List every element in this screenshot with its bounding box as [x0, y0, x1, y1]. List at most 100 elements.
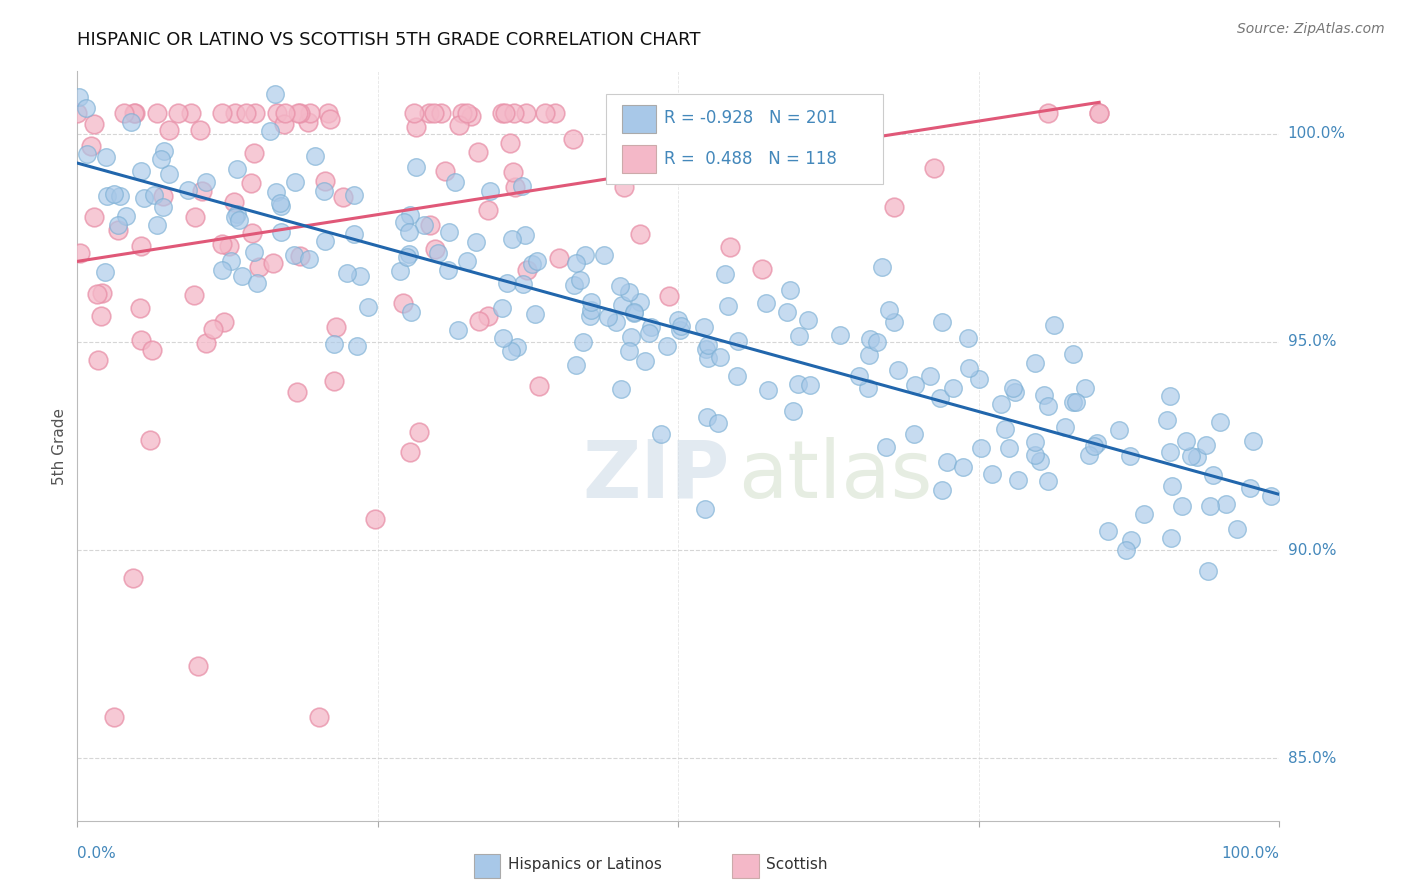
Text: 100.0%: 100.0% [1222, 846, 1279, 861]
Point [477, 310, 499, 324]
Point [1024, 434, 1046, 449]
Point [883, 315, 905, 329]
Point [970, 441, 993, 455]
Point [1097, 524, 1119, 538]
Point [1024, 448, 1046, 462]
Point [1077, 448, 1099, 462]
Point [751, 262, 773, 277]
Point [456, 253, 478, 268]
Point [713, 267, 735, 281]
Point [718, 240, 741, 254]
Point [851, 110, 873, 124]
Point [1121, 533, 1143, 547]
Point [67, 90, 90, 104]
Point [565, 358, 588, 372]
Point [304, 149, 326, 163]
Point [139, 433, 162, 447]
Point [1241, 434, 1264, 448]
Point [527, 378, 550, 392]
Point [1156, 413, 1178, 427]
Point [502, 165, 524, 179]
Point [1085, 436, 1108, 450]
Text: 90.0%: 90.0% [1288, 542, 1336, 558]
Point [1202, 467, 1225, 482]
Point [266, 106, 288, 120]
Point [492, 330, 515, 344]
Y-axis label: 5th Grade: 5th Grade [52, 408, 67, 484]
Point [283, 248, 305, 262]
Point [920, 368, 942, 383]
Point [610, 106, 633, 120]
Point [297, 115, 319, 129]
Point [363, 511, 385, 525]
Point [212, 315, 235, 329]
Point [194, 175, 217, 189]
Point [610, 298, 633, 312]
Point [1175, 434, 1198, 449]
Point [90, 309, 112, 323]
Point [398, 247, 420, 261]
Point [346, 339, 368, 353]
Point [1208, 415, 1230, 429]
Point [467, 145, 489, 160]
Point [666, 313, 689, 327]
Point [1159, 388, 1181, 402]
Point [856, 381, 879, 395]
Point [430, 106, 453, 120]
Point [108, 189, 131, 203]
Point [706, 417, 728, 431]
Point [593, 248, 616, 262]
Point [620, 330, 643, 344]
Point [141, 343, 163, 357]
Point [697, 338, 720, 352]
Point [799, 378, 821, 392]
Point [571, 335, 593, 350]
Point [86, 287, 108, 301]
Point [1038, 399, 1060, 413]
Point [145, 218, 167, 232]
Point [657, 338, 679, 352]
Point [866, 334, 889, 349]
Point [731, 146, 754, 161]
Point [506, 340, 529, 354]
Point [447, 323, 470, 337]
Point [142, 188, 165, 202]
Point [325, 319, 347, 334]
Point [152, 200, 174, 214]
Point [1053, 420, 1076, 434]
Point [640, 319, 662, 334]
Point [120, 115, 142, 129]
Point [298, 252, 321, 266]
Point [357, 300, 380, 314]
Point [464, 235, 486, 250]
Point [270, 225, 292, 239]
Point [747, 106, 769, 120]
Point [565, 256, 588, 270]
Text: Source: ZipAtlas.com: Source: ZipAtlas.com [1237, 22, 1385, 37]
Point [1083, 439, 1105, 453]
Point [427, 246, 450, 260]
Point [80, 139, 103, 153]
Point [322, 374, 344, 388]
Point [581, 302, 603, 317]
Point [94, 265, 117, 279]
Point [579, 310, 602, 324]
Point [235, 106, 257, 120]
Point [669, 165, 692, 179]
Text: Hispanics or Latinos: Hispanics or Latinos [508, 857, 662, 872]
Point [316, 106, 339, 120]
Point [408, 425, 430, 439]
Point [395, 250, 418, 264]
Point [1007, 473, 1029, 487]
Point [1185, 450, 1208, 464]
Point [942, 381, 965, 395]
Point [308, 709, 330, 723]
Point [695, 343, 717, 357]
Point [931, 483, 953, 497]
Point [824, 106, 846, 120]
Point [83, 117, 105, 131]
Point [284, 175, 307, 189]
Point [1198, 499, 1220, 513]
Point [177, 183, 200, 197]
Text: 95.0%: 95.0% [1288, 334, 1336, 350]
